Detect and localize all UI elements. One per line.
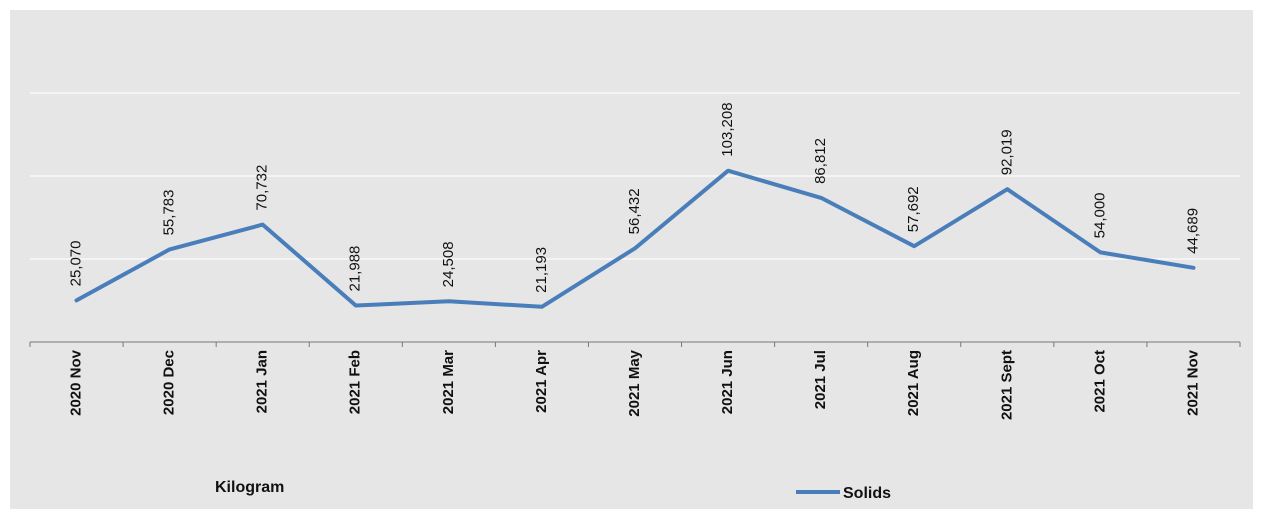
x-tick-label: 2021 Nov bbox=[1184, 349, 1201, 416]
data-label: 55,783 bbox=[161, 190, 178, 236]
x-tick-label: 2021 Apr bbox=[533, 350, 550, 413]
x-tick-label: 2021 Mar bbox=[440, 350, 457, 414]
data-label: 21,193 bbox=[533, 247, 550, 293]
data-label: 21,988 bbox=[347, 246, 364, 292]
data-label: 57,692 bbox=[905, 186, 922, 232]
data-label: 54,000 bbox=[1091, 192, 1108, 238]
data-label: 86,812 bbox=[812, 138, 829, 184]
legend: Solids bbox=[796, 485, 891, 502]
data-label: 44,689 bbox=[1184, 208, 1201, 254]
gridlines bbox=[30, 92, 1240, 260]
x-tick-label: 2021 Jun bbox=[719, 350, 736, 414]
data-labels: 25,070 55,783 70,732 21,988 24,508 21,193 56,4… bbox=[68, 102, 1202, 292]
x-tick-label: 2021 Jan bbox=[254, 350, 271, 413]
data-label: 70,732 bbox=[254, 165, 271, 211]
data-label: 25,070 bbox=[68, 240, 85, 286]
x-axis-ticks bbox=[29, 342, 1241, 347]
x-tick-label: 2021 Jul bbox=[812, 350, 829, 409]
data-label: 24,508 bbox=[440, 241, 457, 287]
x-axis-tick-labels: 2020 Nov 2020 Dec 2021 Jan 2021 Feb 2021 Mar… bbox=[68, 349, 1202, 420]
solids-series-line bbox=[74, 168, 1196, 309]
unit-label: Kilogram bbox=[215, 479, 284, 496]
x-tick-label: 2020 Nov bbox=[68, 349, 85, 416]
x-tick-label: 2021 Oct bbox=[1091, 350, 1108, 413]
x-tick-label: 2021 Feb bbox=[347, 350, 364, 414]
x-tick-label: 2020 Dec bbox=[161, 350, 178, 415]
data-label: 92,019 bbox=[998, 129, 1015, 175]
x-tick-label: 2021 Aug bbox=[905, 350, 922, 416]
data-label: 56,432 bbox=[626, 188, 643, 234]
x-tick-label: 2021 Sept bbox=[998, 350, 1015, 420]
data-label: 103,208 bbox=[719, 102, 736, 156]
x-tick-label: 2021 May bbox=[626, 349, 643, 416]
legend-label-solids: Solids bbox=[843, 485, 891, 502]
